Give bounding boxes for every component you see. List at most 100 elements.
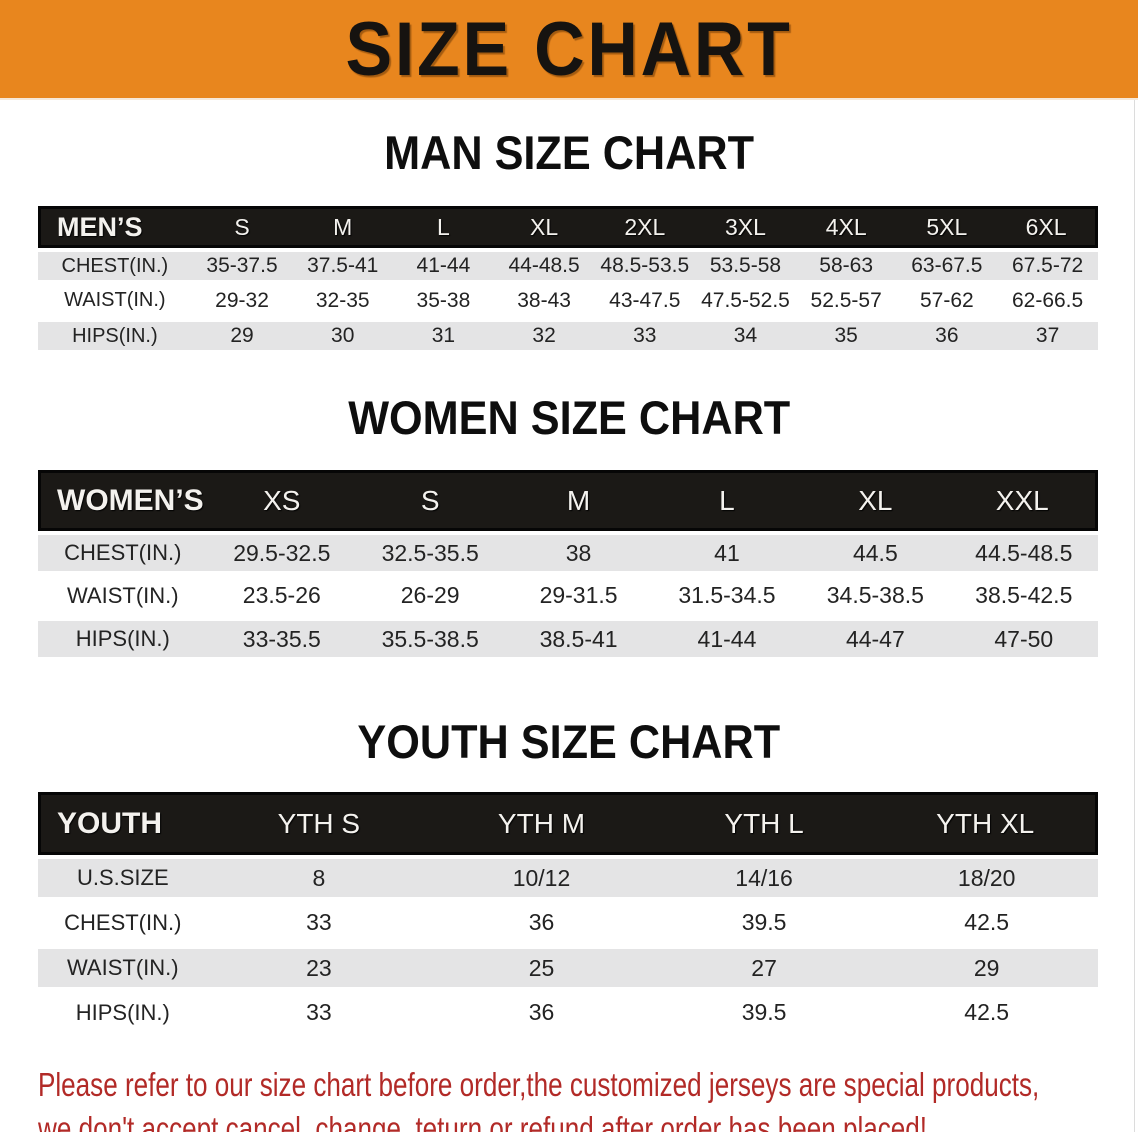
measurement-row: HIPS(IN.) 33-35.5 35.5-38.5 38.5-41 41-44 44-… [38,617,1098,660]
measurement-value: 23 [207,945,431,990]
measurement-value: 29-31.5 [504,574,653,617]
measurement-value: 29 [191,318,293,353]
measurement-row: HIPS(IN.) 33 36 39.5 42.5 [38,990,1098,1035]
measurement-value: 33 [207,990,431,1035]
measurement-value: 44.5-48.5 [949,531,1098,574]
measurement-row: WAIST(IN.) 29-32 32-35 35-38 38-43 43-47.5 47.… [38,283,1098,318]
scan-edge-line [1134,100,1135,1132]
measurement-value: 26-29 [355,574,505,617]
size-chart-banner: SIZE CHART [0,0,1138,100]
measurement-row: WAIST(IN.) 23 25 27 29 [38,945,1098,990]
size-column-header: L [652,470,802,531]
size-column-header: YTH L [652,792,876,855]
measurement-value: 42.5 [875,900,1098,945]
measurement-label: WAIST(IN.) [38,283,192,318]
measurement-value: 58-63 [795,248,897,283]
measurement-row: HIPS(IN.) 29 30 31 32 33 34 35 36 37 [38,318,1098,353]
measurement-label: HIPS(IN.) [38,318,192,353]
measurement-label: WAIST(IN.) [38,574,208,617]
measurement-row: U.S.SIZE 8 10/12 14/16 18/20 [38,855,1098,900]
measurement-value: 39.5 [652,900,876,945]
measurement-value: 44-47 [801,617,950,660]
size-column-header: S [355,470,505,531]
measurement-value: 33-35.5 [207,617,356,660]
size-column-header: XS [207,470,356,531]
measurement-value: 33 [207,900,431,945]
measurement-value: 32 [493,318,595,353]
measurement-value: 48.5-53.5 [594,248,696,283]
measurement-value: 37 [997,318,1098,353]
measurement-value: 36 [430,900,653,945]
youth-section-heading: YOUTH SIZE CHART [0,714,1138,769]
size-column-header: 5XL [896,206,998,248]
size-header-row: WOMEN’S XS S M L XL XXL [38,470,1098,531]
size-column-header: 2XL [594,206,696,248]
measurement-value: 29-32 [191,283,293,318]
measurement-value: 14/16 [652,855,876,900]
measurement-value: 25 [430,945,653,990]
measurement-value: 62-66.5 [997,283,1098,318]
measurement-value: 31 [393,318,494,353]
women-section-heading: WOMEN SIZE CHART [0,390,1138,445]
measurement-value: 32-35 [292,283,394,318]
measurement-label: HIPS(IN.) [38,990,208,1035]
measurement-value: 35-38 [393,283,494,318]
measurement-value: 34.5-38.5 [801,574,950,617]
size-header-row: MEN’S S M L XL 2XL 3XL 4XL 5XL 6XL [38,206,1098,248]
order-policy-line-2: we don't accept cancel, change, teturn o… [38,1110,928,1132]
measurement-value: 41-44 [652,617,802,660]
measurement-value: 35-37.5 [191,248,293,283]
banner-title: SIZE CHART [345,6,793,92]
measurement-value: 29 [875,945,1098,990]
measurement-value: 63-67.5 [896,248,998,283]
size-column-header: 4XL [795,206,897,248]
measurement-value: 53.5-58 [695,248,796,283]
measurement-value: 41-44 [393,248,494,283]
measurement-value: 33 [594,318,696,353]
measurement-row: WAIST(IN.) 23.5-26 26-29 29-31.5 31.5-34.5 34… [38,574,1098,617]
men-section-heading-text: MAN SIZE CHART [384,126,754,179]
size-column-header: YTH M [430,792,653,855]
order-policy-note: Please refer to our size chart before or… [38,1063,1138,1132]
measurement-label: CHEST(IN.) [38,900,208,945]
size-column-header: 3XL [695,206,796,248]
measurement-value: 31.5-34.5 [652,574,802,617]
measurement-value: 38.5-41 [504,617,653,660]
measurement-value: 57-62 [896,283,998,318]
size-column-header: YTH XL [875,792,1098,855]
measurement-label: CHEST(IN.) [38,531,208,574]
measurement-row: CHEST(IN.) 29.5-32.5 32.5-35.5 38 41 44.5 44.5… [38,531,1098,574]
women-size-table: WOMEN’S XS S M L XL XXL CHEST(IN.) 29.5-32.5 32.5… [38,470,1098,660]
measurement-value: 67.5-72 [997,248,1098,283]
measurement-value: 38.5-42.5 [949,574,1098,617]
youth-section-heading-text: YOUTH SIZE CHART [357,715,781,768]
measurement-value: 36 [896,318,998,353]
measurement-value: 42.5 [875,990,1098,1035]
measurement-value: 8 [207,855,431,900]
size-column-header: XL [493,206,595,248]
measurement-row: CHEST(IN.) 33 36 39.5 42.5 [38,900,1098,945]
measurement-value: 34 [695,318,796,353]
measurement-value: 43-47.5 [594,283,696,318]
measurement-value: 18/20 [875,855,1098,900]
size-column-header: YTH S [207,792,431,855]
men-size-table: MEN’S S M L XL 2XL 3XL 4XL 5XL 6XL CHEST(IN.) 35-37… [38,206,1098,353]
measurement-label: HIPS(IN.) [38,617,208,660]
size-column-header: M [292,206,394,248]
measurement-value: 47-50 [949,617,1098,660]
measurement-label: CHEST(IN.) [38,248,192,283]
size-column-header: L [393,206,494,248]
measurement-label: U.S.SIZE [38,855,208,900]
measurement-value: 10/12 [430,855,653,900]
table-group-label: WOMEN’S [38,470,208,531]
women-section-heading-text: WOMEN SIZE CHART [347,391,790,444]
measurement-value: 37.5-41 [292,248,394,283]
table-group-label: MEN’S [38,206,192,248]
measurement-value: 23.5-26 [207,574,356,617]
youth-size-table: YOUTH YTH S YTH M YTH L YTH XL U.S.SIZE 8 10/12… [38,792,1098,1035]
men-section-heading: MAN SIZE CHART [0,125,1138,180]
measurement-value: 38 [504,531,653,574]
measurement-value: 35.5-38.5 [355,617,505,660]
size-column-header: M [504,470,653,531]
order-policy-line-1: Please refer to our size chart before or… [38,1066,1040,1103]
